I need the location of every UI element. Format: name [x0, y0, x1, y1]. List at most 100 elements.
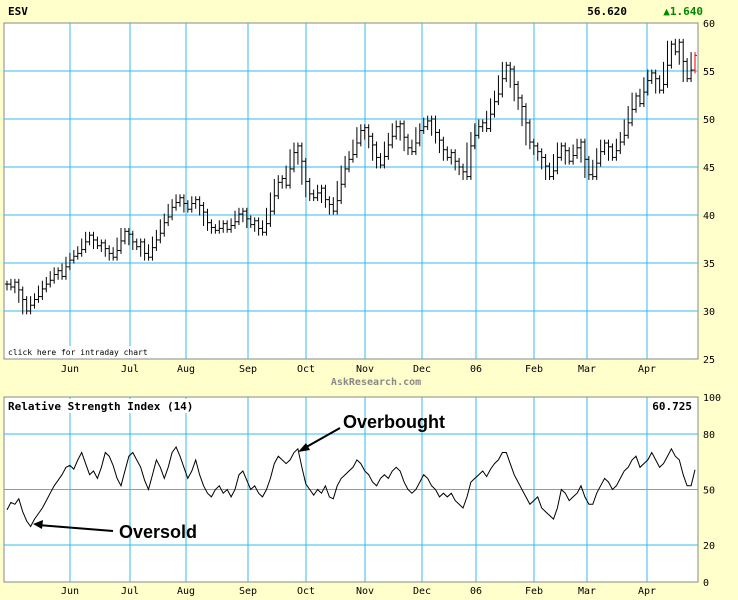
price-bar: [99, 239, 104, 252]
price-bar: [327, 196, 332, 215]
price-bar: [476, 119, 481, 139]
price-bar: [12, 278, 17, 294]
price-bar: [244, 207, 249, 228]
price-bar: [523, 103, 528, 146]
price-bar: [637, 88, 642, 107]
price-bar: [217, 220, 222, 234]
price-bar: [40, 280, 45, 300]
price-bar: [276, 175, 281, 200]
price-bar: [370, 132, 375, 161]
price-bar: [36, 285, 41, 303]
price-bar: [594, 148, 599, 180]
price-bar: [492, 90, 497, 118]
price-bar: [347, 151, 352, 173]
price-bar: [174, 194, 179, 211]
price-x-tick-label: Nov: [356, 364, 374, 375]
oversold-label: Oversold: [119, 522, 197, 542]
price-bar: [185, 200, 190, 213]
price-bar: [571, 144, 576, 165]
price-bar: [508, 61, 513, 88]
oversold-arrow-head: [33, 520, 43, 529]
price-bar: [582, 138, 587, 179]
price-bar: [630, 92, 635, 127]
price-bar: [142, 238, 147, 261]
price-bar: [87, 231, 92, 246]
price-bar: [634, 92, 639, 113]
rsi-x-ticks: Jun Jul Aug Sep Oct Nov Dec 06 Feb Mar Apr: [61, 586, 656, 597]
price-bar: [555, 142, 560, 175]
rsi-y-tick-label: 100: [703, 393, 721, 404]
price-bar: [107, 245, 112, 261]
price-bar: [79, 238, 84, 257]
price-x-tick-label: Sep: [239, 364, 257, 375]
price-bar: [622, 119, 627, 146]
oversold-arrow: [37, 524, 114, 532]
price-bar: [457, 157, 462, 176]
price-bar: [205, 208, 210, 231]
price-bar: [28, 296, 33, 315]
price-bar: [323, 184, 328, 208]
price-bar: [669, 40, 674, 69]
price-bar: [201, 202, 206, 227]
price-bar: [150, 236, 155, 261]
overbought-label: Overbought: [343, 412, 445, 432]
rsi-y-tick-label: 50: [703, 486, 715, 497]
price-x-tick-label: Jun: [61, 364, 79, 375]
price-bar: [614, 138, 619, 161]
price-bar: [535, 142, 540, 161]
price-bar: [649, 69, 654, 84]
price-bar: [138, 238, 143, 257]
price-bar: [56, 267, 61, 280]
price-bar: [130, 230, 135, 251]
price-bar: [394, 120, 399, 140]
price-bar: [288, 149, 293, 189]
rsi-y-tick-label: 80: [703, 430, 715, 441]
price-bar: [16, 278, 21, 303]
price-bar: [468, 131, 473, 180]
price-bar: [24, 296, 29, 315]
price-bar: [166, 203, 171, 227]
price-bar: [8, 278, 13, 291]
price-grid: [4, 23, 698, 359]
price-bar: [433, 115, 438, 144]
price-plot-area: [3, 22, 699, 360]
price-bar: [343, 155, 348, 188]
price-bar: [126, 227, 131, 246]
price-bar: [531, 138, 536, 155]
price-bar: [425, 115, 430, 131]
price-bar: [520, 94, 525, 127]
price-bar: [449, 149, 454, 165]
price-bar: [272, 179, 277, 215]
price-bar: [496, 75, 501, 106]
intraday-link-box[interactable]: [6, 346, 156, 358]
price-bar: [60, 263, 65, 280]
price-bar: [484, 110, 489, 132]
price-bar: [527, 119, 532, 150]
price-bar: [413, 127, 418, 155]
price-bar: [504, 61, 509, 83]
price-bar: [32, 293, 37, 309]
price-bar: [83, 231, 88, 253]
intraday-chart-link[interactable]: click here for intraday chart: [8, 348, 148, 357]
price-x-ticks: Jun Jul Aug Sep Oct Nov Dec 06 Feb Mar Apr: [61, 364, 656, 375]
price-bar: [441, 136, 446, 161]
price-bar: [311, 189, 316, 202]
price-bar: [193, 196, 198, 209]
price-bar: [575, 138, 580, 159]
price-bar: [453, 149, 458, 171]
price-bar: [115, 237, 120, 261]
price-y-tick-label: 60: [703, 19, 715, 30]
price-bar: [374, 141, 379, 169]
price-bar: [122, 227, 127, 245]
price-bar: [268, 192, 273, 227]
price-bar: [280, 175, 285, 189]
last-price-label: 56.620: [587, 5, 627, 18]
price-bar: [189, 196, 194, 213]
price-bar: [437, 129, 442, 154]
price-bar: [119, 227, 124, 254]
price-y-tick-label: 40: [703, 211, 715, 222]
price-bar: [95, 236, 100, 250]
price-bar: [339, 165, 344, 204]
price-bar: [512, 65, 517, 102]
price-bar: [409, 139, 414, 155]
